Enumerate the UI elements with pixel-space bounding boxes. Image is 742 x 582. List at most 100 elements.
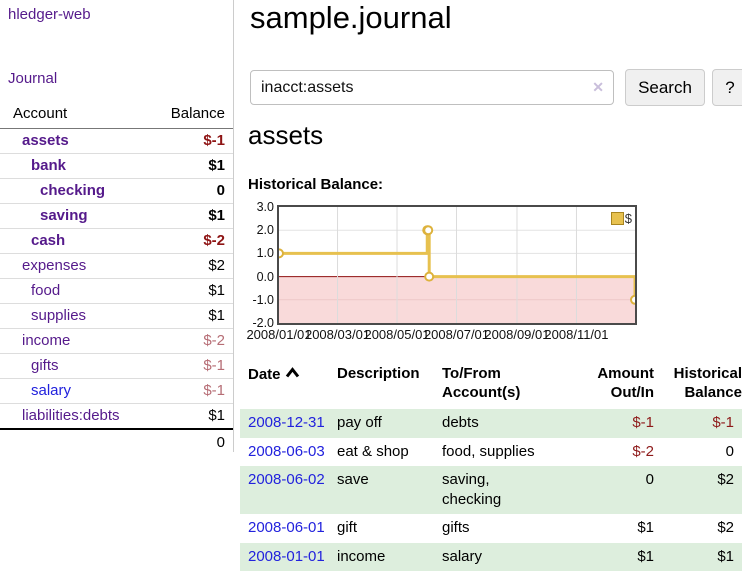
- transaction-balance: $-1: [712, 414, 734, 432]
- clear-search-icon[interactable]: ✕: [592, 79, 604, 95]
- account-balance: $1: [145, 203, 233, 229]
- account-link[interactable]: salary: [31, 382, 72, 399]
- account-row: salary $-1: [0, 378, 233, 404]
- help-button[interactable]: ?: [712, 69, 742, 106]
- account-row: saving $1: [0, 203, 233, 229]
- account-row: expenses $2: [0, 253, 233, 279]
- account-link[interactable]: gifts: [31, 357, 59, 374]
- account-balance: $-1: [145, 128, 233, 154]
- transaction-accounts: saving, checking: [442, 471, 502, 508]
- transaction-description: gift: [337, 519, 358, 537]
- transaction-accounts: gifts: [442, 519, 470, 537]
- legend-swatch-icon: [610, 212, 624, 225]
- register-row: 2008-06-01 gift gifts $1 $2: [240, 514, 742, 543]
- y-tick-label: 2.0: [256, 223, 274, 238]
- transaction-amount: $1: [637, 519, 654, 537]
- search-input-wrapper: ✕: [250, 70, 614, 105]
- chart-legend: $: [610, 211, 632, 226]
- transaction-description: pay off: [337, 414, 382, 432]
- transaction-amount: $1: [637, 547, 654, 565]
- account-link[interactable]: cash: [31, 232, 66, 249]
- search-bar: ✕ Search ?: [250, 69, 742, 106]
- accounts-total-spacer: [0, 428, 145, 455]
- page-title: sample.journal: [250, 0, 452, 35]
- search-input[interactable]: [261, 71, 581, 104]
- transaction-date-link[interactable]: 2008-06-01: [248, 519, 325, 537]
- register-row: 2008-06-02 save saving, checking 0 $2: [240, 466, 742, 515]
- transaction-description: save: [337, 471, 369, 489]
- account-link[interactable]: assets: [22, 132, 69, 149]
- register-row: 2008-06-03 eat & shop food, supplies $-2 0: [240, 438, 742, 467]
- chart-title: Historical Balance:: [248, 176, 384, 193]
- app-title-link[interactable]: hledger-web: [8, 6, 91, 23]
- chart-plot-area: $: [277, 205, 637, 325]
- register-header-accounts: To/From Account(s): [442, 365, 521, 402]
- register-row: 2008-01-01 income salary $1 $1: [240, 542, 742, 572]
- sidebar: hledger-web Journal Account Balance asse…: [0, 0, 234, 455]
- account-link[interactable]: bank: [31, 157, 67, 174]
- account-balance: $1: [145, 153, 233, 179]
- account-link[interactable]: expenses: [22, 257, 87, 274]
- account-row: assets $-1: [0, 128, 233, 154]
- transaction-amount: $-1: [632, 414, 654, 432]
- account-link[interactable]: checking: [40, 182, 106, 199]
- account-balance: $-1: [145, 378, 233, 404]
- x-tick-label: 2008/07/01: [423, 327, 490, 342]
- account-row: gifts $-1: [0, 353, 233, 379]
- account-row: supplies $1: [0, 303, 233, 329]
- account-link[interactable]: food: [31, 282, 61, 299]
- account-row: cash $-2: [0, 228, 233, 254]
- account-link[interactable]: liabilities:debts: [22, 407, 120, 424]
- sort-ascending-icon: [285, 364, 300, 383]
- x-tick-label: 2008/11/01: [544, 327, 609, 342]
- transaction-date-link[interactable]: 2008-06-03: [248, 442, 325, 460]
- main-content: sample.journal ✕ Search ? assets Histori…: [240, 0, 742, 582]
- account-balance: 0: [145, 178, 233, 204]
- transaction-balance: $2: [717, 519, 734, 537]
- account-link[interactable]: income: [22, 332, 71, 349]
- chart-plot-svg: [279, 207, 635, 323]
- y-tick-label: 3.0: [256, 200, 274, 214]
- historical-balance-chart: 3.0 2.0 1.0 0.0 -1.0 -2.0 $ 2008/01/01 2008/03…: [246, 200, 720, 345]
- register-header-amount: Amount Out/In: [597, 365, 654, 402]
- transaction-amount: 0: [645, 471, 654, 489]
- transaction-date-link[interactable]: 2008-06-02: [248, 471, 325, 489]
- account-link[interactable]: saving: [40, 207, 88, 224]
- accounts-column-header: Account: [0, 102, 145, 129]
- transaction-amount: $-2: [632, 442, 654, 460]
- transaction-balance: 0: [725, 442, 734, 460]
- account-balance: $2: [145, 253, 233, 279]
- transaction-balance: $2: [717, 471, 734, 489]
- account-balance: $-2: [145, 328, 233, 354]
- x-tick-label: 2008/03/01: [304, 327, 371, 342]
- account-row: food $1: [0, 278, 233, 304]
- register-header-date-label: Date: [248, 366, 281, 383]
- account-row: checking 0: [0, 178, 233, 204]
- balance-column-header: Balance: [145, 102, 233, 129]
- search-button[interactable]: Search: [625, 69, 705, 106]
- register-table: Date Description To/From Account(s) Amoun…: [240, 362, 742, 572]
- transaction-date-link[interactable]: 2008-12-31: [248, 414, 325, 432]
- account-balance: $1: [145, 403, 233, 430]
- register-header-date[interactable]: Date: [240, 362, 337, 409]
- y-tick-label: -2.0: [252, 316, 274, 330]
- y-tick-label: 1.0: [256, 246, 274, 261]
- register-header-description: Description: [337, 365, 420, 382]
- transaction-balance: $1: [717, 547, 734, 565]
- account-link[interactable]: supplies: [31, 307, 87, 324]
- transaction-date-link[interactable]: 2008-01-01: [248, 547, 325, 565]
- x-tick-label: 2008/01/01: [246, 327, 312, 342]
- transaction-accounts: debts: [442, 414, 479, 432]
- sidebar-item-journal[interactable]: Journal: [8, 70, 58, 87]
- account-row: income $-2: [0, 328, 233, 354]
- accounts-table-header-row: Account Balance: [0, 102, 233, 129]
- accounts-total-value: 0: [145, 428, 233, 455]
- transaction-description: eat & shop: [337, 442, 409, 460]
- account-balance: $-1: [145, 353, 233, 379]
- account-balance: $1: [145, 278, 233, 304]
- accounts-table: Account Balance assets $-1 bank $1 checking 0…: [0, 102, 233, 455]
- transaction-description: income: [337, 547, 386, 565]
- x-tick-label: 2008/05/01: [364, 327, 430, 342]
- register-header-balance: Historical Balance: [673, 365, 742, 402]
- register-header-row: Date Description To/From Account(s) Amoun…: [240, 362, 742, 409]
